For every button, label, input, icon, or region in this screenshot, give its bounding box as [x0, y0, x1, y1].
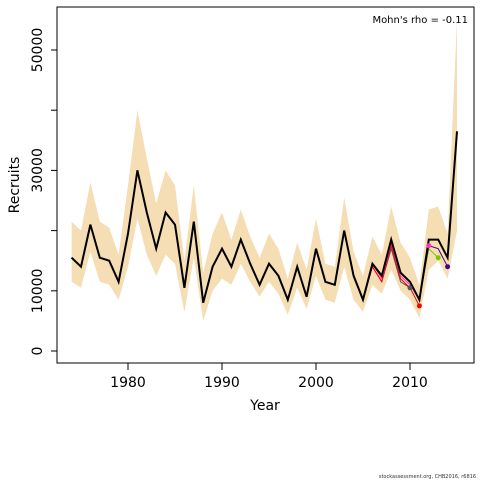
retrospective-series	[70, 131, 458, 307]
confidence-band-area	[71, 19, 457, 321]
x-axis-label: Year	[249, 398, 280, 414]
y-tick-label-50000: 50000	[30, 28, 46, 73]
series-end-point-3	[435, 255, 441, 261]
x-tick-label-2000: 2000	[298, 375, 334, 391]
x-tick-label-2010: 2010	[392, 375, 428, 391]
y-axis-label: Recruits	[7, 157, 23, 214]
series-line-1	[70, 131, 458, 304]
y-tick-label-0: 0	[30, 347, 46, 356]
series-end-point-6	[407, 285, 413, 291]
confidence-band	[71, 19, 457, 321]
mohns-rho-annotation: Mohn's rho = -0.11	[372, 15, 468, 26]
series-end-point-4	[426, 243, 432, 249]
x-tick-label-1980: 1980	[110, 375, 146, 391]
y-tick-label-30000: 30000	[30, 148, 46, 193]
footer-credit: stockassessment.org, CHB2016, r6816	[378, 474, 476, 480]
x-axis: 1980 1990 2000 2010	[110, 363, 428, 391]
terminal-points	[407, 243, 451, 309]
series-end-point-2	[445, 264, 451, 270]
x-tick-label-1990: 1990	[204, 375, 240, 391]
series-end-point-5	[416, 303, 422, 309]
y-tick-label-10000: 10000	[30, 269, 46, 314]
y-axis: 0 10000 30000 50000	[30, 28, 57, 356]
plot-frame	[56, 6, 475, 364]
